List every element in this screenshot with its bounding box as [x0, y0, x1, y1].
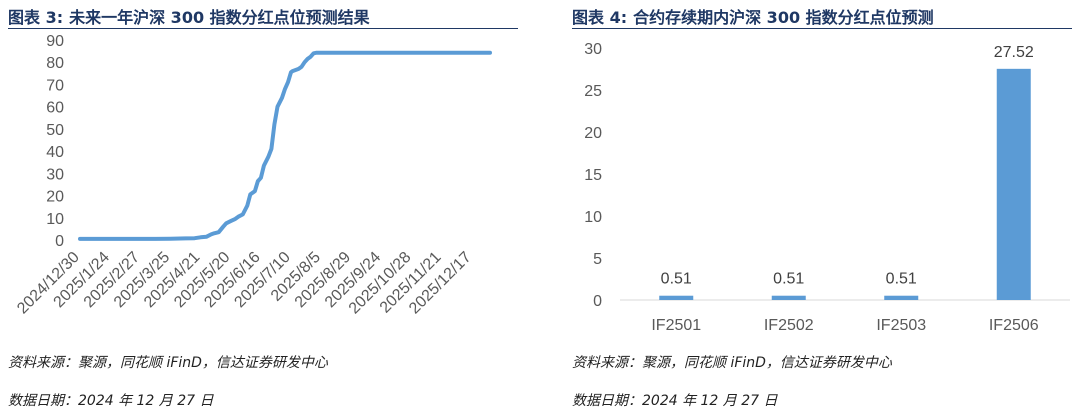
left-y-tick-label: 90: [46, 33, 64, 50]
right-y-tick-label: 15: [584, 167, 602, 184]
left-date-note: 数据日期：2024 年 12 月 27 日: [8, 393, 214, 409]
right-y-tick-label: 20: [584, 125, 602, 142]
right-bar-data-label: 0.51: [886, 271, 917, 288]
right-y-tick-label: 30: [584, 41, 602, 58]
left-y-tick-label: 60: [46, 100, 64, 117]
right-y-tick-label: 25: [584, 83, 602, 100]
right-y-tick-label: 0: [593, 293, 602, 310]
right-title-rule: [572, 28, 1072, 29]
left-y-tick-label: 40: [46, 144, 64, 161]
right-bar: [884, 295, 919, 300]
right-y-tick-label: 10: [584, 209, 602, 226]
right-y-tick-label: 5: [593, 251, 602, 268]
left-line-chart: 01020304050607080902024/12/302025/1/2420…: [14, 33, 492, 317]
right-bar-data-label: 0.51: [661, 271, 692, 288]
right-bar-data-label: 0.51: [773, 271, 804, 288]
right-x-category-label: IF2501: [651, 317, 701, 334]
left-y-tick-label: 50: [46, 122, 64, 139]
left-figure-label: 图表 3:: [8, 8, 64, 27]
right-chart-title: 图表 4: 合约存续期内沪深 300 指数分红点位预测: [572, 4, 934, 28]
right-title-text: 合约存续期内沪深 300 指数分红点位预测: [633, 8, 934, 27]
left-y-tick-label: 30: [46, 166, 64, 183]
left-y-tick-label: 80: [46, 55, 64, 72]
left-series-line: [78, 50, 492, 241]
right-source-note: 资料来源：聚源，同花顺 iFinD，信达证券研发中心: [572, 355, 892, 371]
right-bar: [659, 295, 694, 300]
right-bar: [996, 68, 1031, 300]
left-y-tick-label: 70: [46, 77, 64, 94]
right-x-category-label: IF2502: [764, 317, 814, 334]
left-y-tick-label: 0: [55, 233, 64, 250]
left-y-tick-label: 20: [46, 189, 64, 206]
right-date-note: 数据日期：2024 年 12 月 27 日: [572, 393, 778, 409]
right-bar-chart: 0 5 10 15 20 25 30 0.51 IF2501 0.51 IF2502 0.51 IF25…: [584, 41, 1070, 334]
left-title-text: 未来一年沪深 300 指数分红点位预测结果: [69, 8, 370, 27]
left-y-tick-label: 10: [46, 211, 64, 228]
left-title-rule: [8, 28, 518, 29]
right-x-category-label: IF2506: [989, 317, 1039, 334]
left-source-note: 资料来源：聚源，同花顺 iFinD，信达证券研发中心: [8, 355, 328, 371]
right-bar: [771, 295, 806, 300]
right-figure-label: 图表 4:: [572, 8, 628, 27]
right-x-category-label: IF2503: [876, 317, 926, 334]
right-bar-data-label: 27.52: [994, 44, 1034, 61]
left-chart-title: 图表 3: 未来一年沪深 300 指数分红点位预测结果: [8, 4, 370, 28]
